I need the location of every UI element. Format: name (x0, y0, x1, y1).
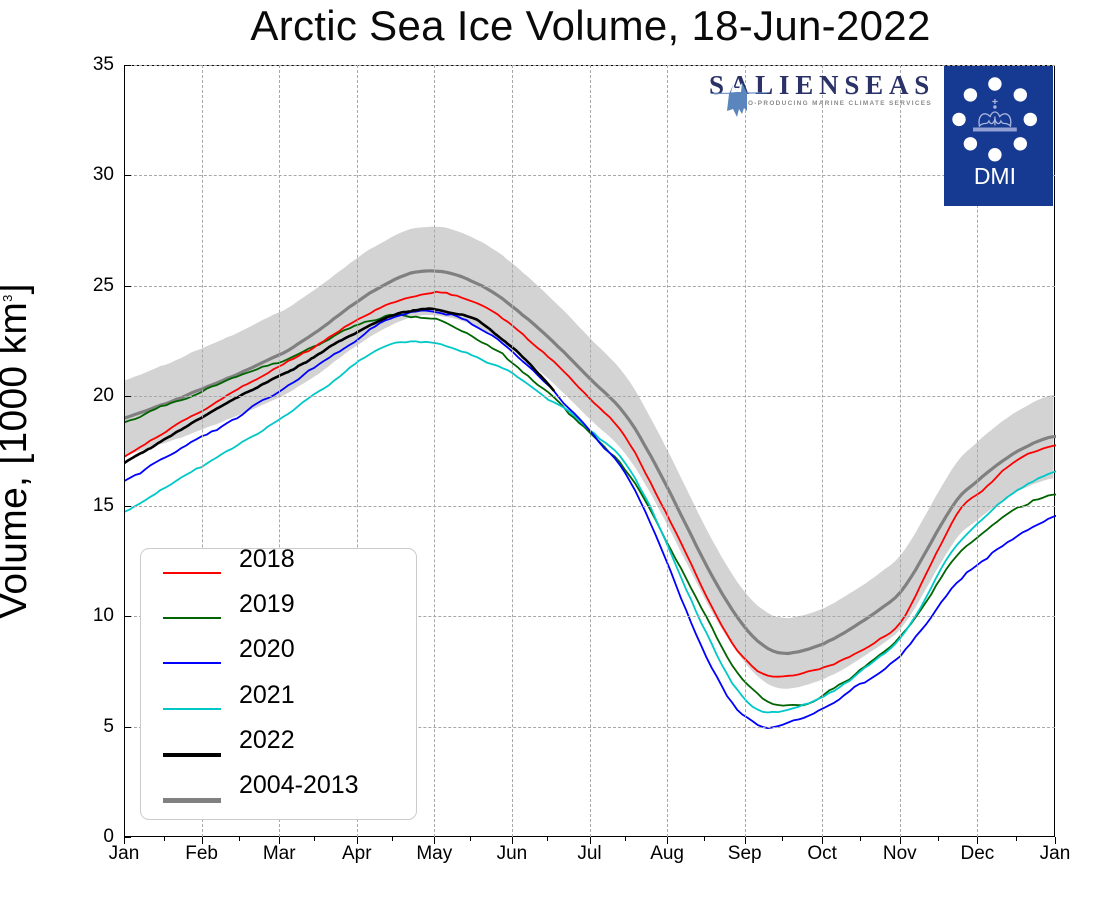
svg-text:DMI: DMI (974, 163, 1016, 189)
